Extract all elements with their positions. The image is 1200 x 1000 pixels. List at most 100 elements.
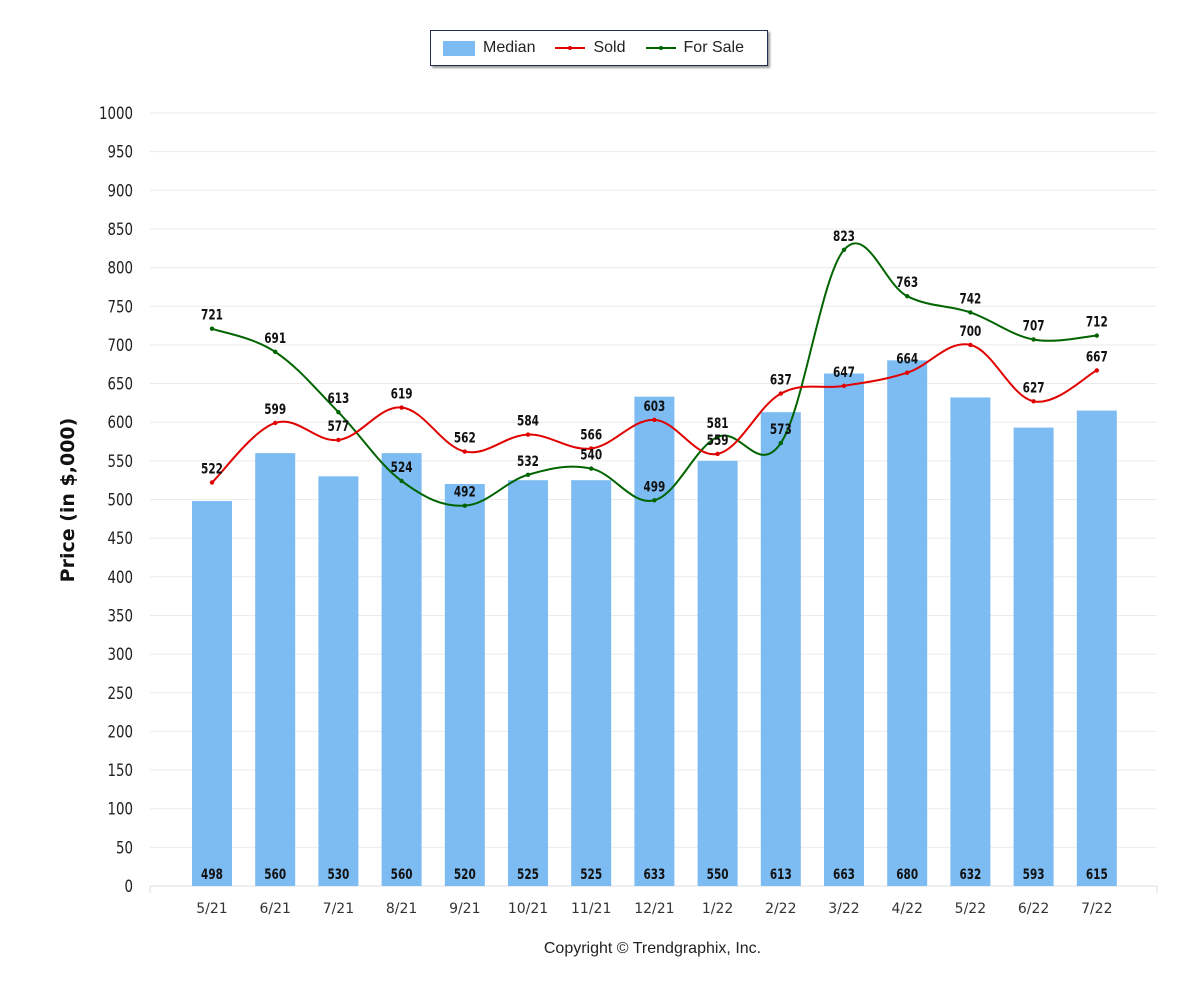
median-value-label: 520 xyxy=(454,867,476,883)
median-bars xyxy=(192,360,1117,887)
median-value-label: 560 xyxy=(391,867,413,883)
legend-item-sold[interactable]: Sold xyxy=(555,39,626,57)
median-bar xyxy=(760,412,801,886)
x-tick-label: 3/22 xyxy=(828,901,859,917)
median-value-label: 633 xyxy=(643,867,665,883)
legend-item-median[interactable]: Median xyxy=(443,39,535,57)
median-swatch-icon xyxy=(443,40,475,56)
sold-point xyxy=(525,432,531,437)
x-tick-label: 12/21 xyxy=(634,901,674,917)
median-value-label: 663 xyxy=(833,867,855,883)
sold-point xyxy=(652,417,657,423)
median-value-label: 632 xyxy=(959,867,981,883)
for-sale-point xyxy=(1031,337,1036,342)
for-sale-point xyxy=(1094,333,1100,338)
y-tick-label: 150 xyxy=(108,761,134,781)
for-sale-value-label: 524 xyxy=(391,460,413,476)
sold-point xyxy=(1094,368,1100,373)
median-value-label: 680 xyxy=(896,867,918,883)
y-tick-label: 700 xyxy=(108,336,134,356)
x-tick-label: 5/21 xyxy=(196,901,227,917)
y-tick-label: 650 xyxy=(108,375,134,395)
sold-value-label: 577 xyxy=(327,419,349,435)
median-bar xyxy=(381,453,422,886)
median-value-label: 560 xyxy=(264,867,286,883)
median-bar xyxy=(824,373,864,887)
sold-line-icon xyxy=(555,42,586,54)
for-sale-value-label: 712 xyxy=(1086,315,1108,331)
for-sale-point xyxy=(525,472,531,477)
for-sale-value-label: 499 xyxy=(643,479,665,495)
for-sale-point xyxy=(715,434,720,440)
median-bar xyxy=(887,360,928,886)
for-sale-value-label: 691 xyxy=(264,331,286,347)
sold-value-label: 584 xyxy=(517,414,539,430)
median-value-label: 525 xyxy=(517,867,539,883)
median-bar xyxy=(318,476,359,886)
median-bar xyxy=(1076,410,1117,886)
for-sale-point xyxy=(905,294,910,299)
for-sale-value-label: 823 xyxy=(833,229,855,245)
sold-point xyxy=(589,446,594,451)
legend-item-for-sale[interactable]: For Sale xyxy=(645,39,744,57)
median-bar xyxy=(444,484,485,886)
median-bar xyxy=(192,501,232,886)
for-sale-value-label: 573 xyxy=(770,422,792,438)
legend-label-for-sale: For Sale xyxy=(683,39,744,56)
grid-lines xyxy=(149,112,1158,893)
sold-value-label: 566 xyxy=(580,427,602,443)
x-axis-ticks: 5/21 6/21 7/21 8/21 9/21 10/21 11/21 12/21 1/22 2… xyxy=(196,901,1112,917)
x-tick-label: 7/22 xyxy=(1081,901,1112,917)
sold-value-label: 603 xyxy=(643,399,665,415)
y-tick-label: 350 xyxy=(108,606,134,626)
y-tick-label: 400 xyxy=(108,568,134,588)
for-sale-value-label: 613 xyxy=(327,391,349,407)
for-sale-point xyxy=(652,498,657,503)
median-value-label: 615 xyxy=(1086,867,1108,883)
sold-point xyxy=(399,405,404,410)
for-sale-value-label: 721 xyxy=(201,308,223,324)
sold-value-label: 599 xyxy=(264,402,286,418)
for-sale-value-label: 540 xyxy=(580,448,602,464)
y-tick-label: 50 xyxy=(116,838,133,858)
for-sale-point xyxy=(399,478,404,484)
sold-point xyxy=(273,420,278,426)
sold-point xyxy=(715,451,720,457)
y-tick-label: 900 xyxy=(108,181,134,201)
sold-point xyxy=(462,449,467,454)
sold-value-label: 562 xyxy=(454,431,476,447)
y-tick-label: 100 xyxy=(108,800,134,820)
for-sale-point xyxy=(841,247,847,253)
sold-value-label: 647 xyxy=(833,365,855,381)
median-value-label: 550 xyxy=(707,867,729,883)
x-tick-label: 4/22 xyxy=(891,901,922,917)
sold-value-label: 664 xyxy=(896,352,918,368)
median-bar xyxy=(634,396,675,886)
x-tick-label: 10/21 xyxy=(508,901,548,917)
median-bar xyxy=(950,397,991,886)
sold-point xyxy=(905,370,910,375)
sold-value-label: 559 xyxy=(707,433,729,449)
for-sale-point xyxy=(968,310,973,315)
for-sale-line xyxy=(211,242,1097,507)
data-labels: 498 560 530 560 520 525 525 633 550 613 663 680 632 5… xyxy=(201,229,1108,883)
y-axis-label: Price (in $,000) xyxy=(57,417,79,583)
for-sale-point xyxy=(336,409,341,415)
x-tick-label: 9/21 xyxy=(449,901,480,917)
for-sale-point xyxy=(273,349,278,355)
sold-point xyxy=(336,437,341,443)
x-tick-label: 2/22 xyxy=(765,901,796,917)
y-tick-label: 750 xyxy=(108,297,134,317)
y-tick-label: 850 xyxy=(108,220,134,240)
median-bar xyxy=(1013,427,1054,886)
price-lines xyxy=(209,242,1100,508)
for-sale-point xyxy=(778,440,783,446)
for-sale-point xyxy=(462,503,467,508)
sold-value-label: 619 xyxy=(391,387,413,403)
y-tick-label: 1000 xyxy=(99,104,133,124)
for-sale-value-label: 742 xyxy=(959,291,981,307)
for-sale-line-icon xyxy=(645,42,676,54)
for-sale-point xyxy=(589,466,594,471)
x-tick-label: 7/21 xyxy=(323,901,354,917)
for-sale-value-label: 532 xyxy=(517,454,539,470)
